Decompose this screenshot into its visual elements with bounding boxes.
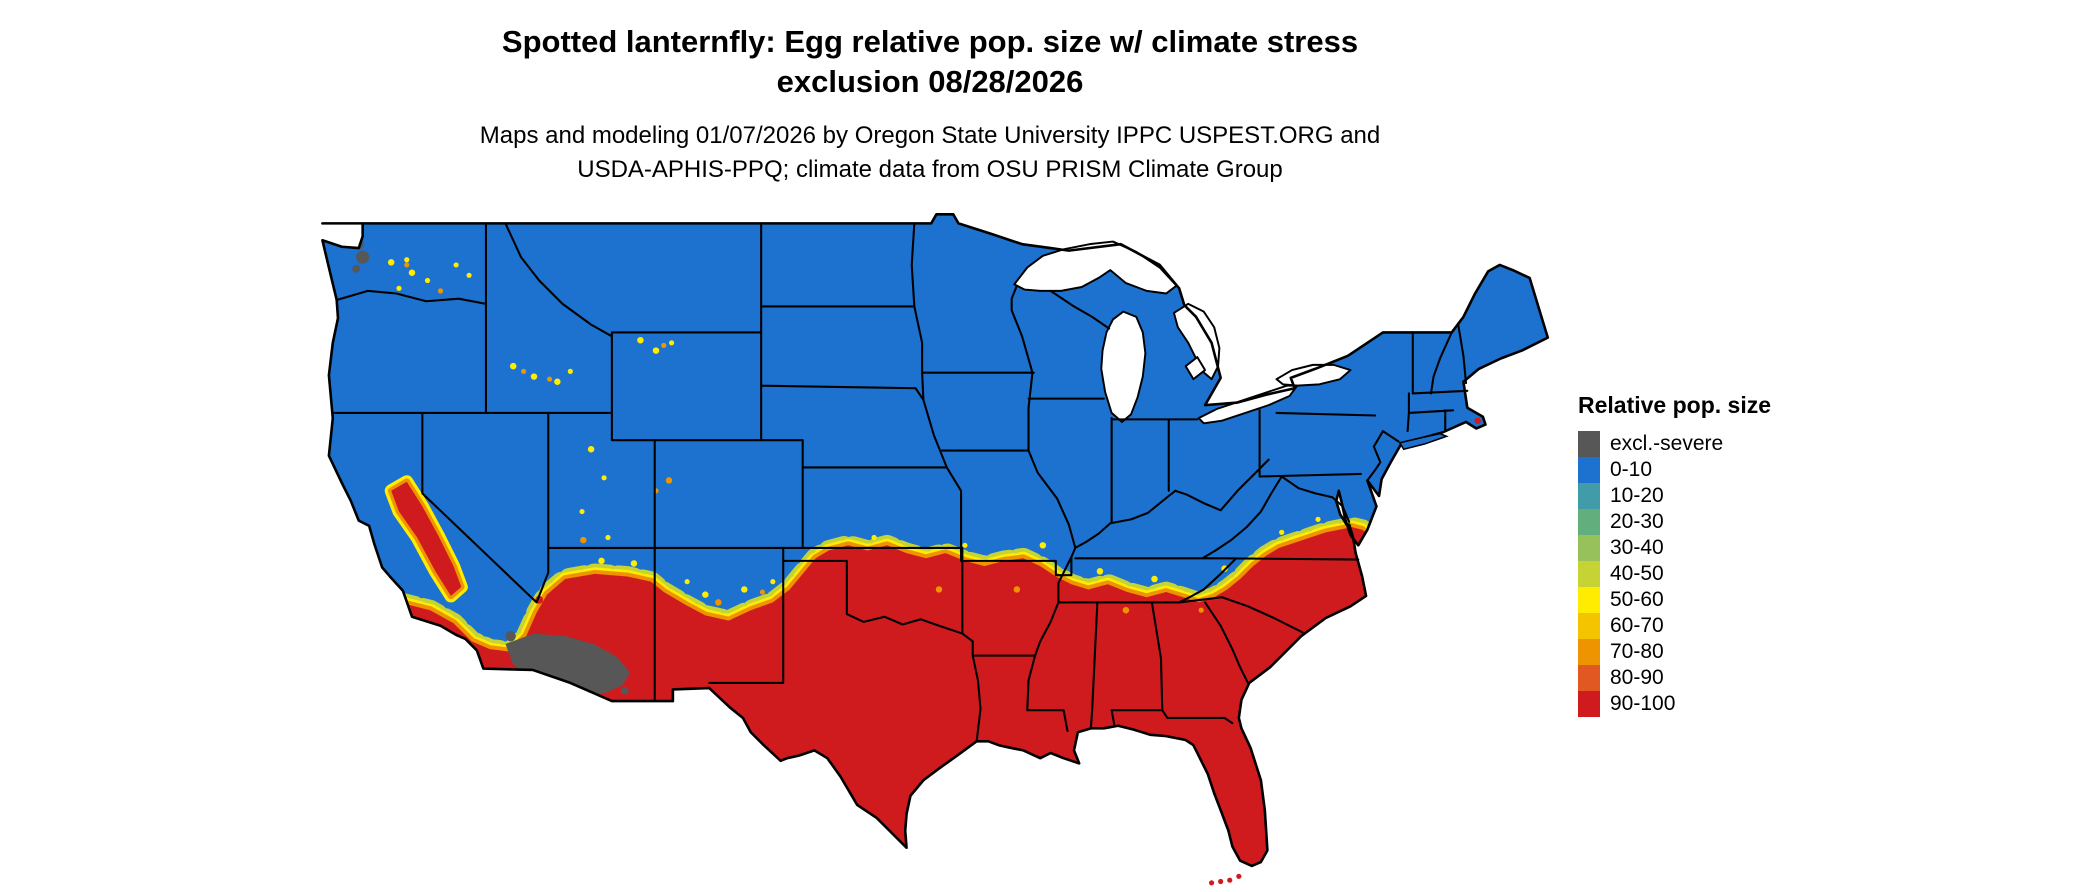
- legend-swatch: [1578, 587, 1600, 613]
- legend-item: 0-10: [1578, 457, 1771, 483]
- us-outline: [321, 213, 1550, 868]
- legend-item-label: excl.-severe: [1610, 432, 1724, 455]
- legend-item: 20-30: [1578, 509, 1771, 535]
- long-island: [1398, 432, 1449, 451]
- map-title-line2: exclusion 08/28/2026: [776, 63, 1084, 99]
- legend-item: excl.-severe: [1578, 431, 1771, 457]
- legend-swatch: [1578, 431, 1600, 457]
- legend-item-label: 0-10: [1610, 458, 1653, 481]
- legend-item-label: 50-60: [1610, 588, 1664, 611]
- legend-item: 90-100: [1578, 691, 1771, 717]
- legend-swatch: [1578, 561, 1600, 587]
- legend-swatch: [1578, 483, 1600, 509]
- legend-swatch: [1578, 691, 1600, 717]
- map-header: Spotted lanternfly: Egg relative pop. si…: [0, 22, 1860, 187]
- legend-swatch: [1578, 509, 1600, 535]
- us-risk-map: [305, 213, 1560, 888]
- legend-item-label: 90-100: [1610, 692, 1676, 715]
- legend-item: 50-60: [1578, 587, 1771, 613]
- lake-huron: [1172, 302, 1221, 381]
- legend-title: Relative pop. size: [1578, 392, 1772, 418]
- legend-item-label: 40-50: [1610, 562, 1664, 585]
- legend-item-label: 70-80: [1610, 640, 1664, 663]
- map-title-line1: Spotted lanternfly: Egg relative pop. si…: [501, 24, 1359, 59]
- legend-item: 30-40: [1578, 535, 1771, 561]
- saginaw-bay: [1184, 356, 1207, 381]
- us-landmass: [322, 214, 1548, 866]
- legend-item: 80-90: [1578, 665, 1771, 691]
- legend-swatch: [1578, 457, 1600, 483]
- legend-swatch: [1578, 535, 1600, 561]
- us-map-svg: [321, 213, 1550, 886]
- lake-michigan: [1100, 310, 1147, 423]
- lake-ontario: [1275, 363, 1352, 387]
- legend-item: 40-50: [1578, 561, 1771, 587]
- legend-item: 10-20: [1578, 483, 1771, 509]
- map-subtitle-line1: Maps and modeling 01/07/2026 by Oregon S…: [479, 122, 1381, 150]
- legend-item-label: 10-20: [1610, 484, 1664, 507]
- legend-item-label: 80-90: [1610, 666, 1664, 689]
- florida-keys: [1208, 873, 1242, 886]
- legend-item: 70-80: [1578, 639, 1771, 665]
- great-lakes: [1013, 240, 1352, 425]
- legend: Relative pop. size excl.-severe 0-10 10-…: [1578, 392, 1771, 717]
- legend-swatch: [1578, 639, 1600, 665]
- legend-item: 60-70: [1578, 613, 1771, 639]
- yellow-speckles: [387, 257, 1321, 598]
- legend-item-label: 20-30: [1610, 510, 1664, 533]
- legend-item-label: 60-70: [1610, 614, 1664, 637]
- legend-swatch: [1578, 665, 1600, 691]
- legend-swatch: [1578, 613, 1600, 639]
- map-subtitle-line2: USDA-APHIS-PPQ; climate data from OSU PR…: [577, 155, 1283, 183]
- map-subtitle: Maps and modeling 01/07/2026 by Oregon S…: [0, 119, 1860, 186]
- state-borders: [331, 222, 1469, 743]
- central-valley-red-streak: [384, 475, 468, 603]
- legend-item-label: 30-40: [1610, 536, 1664, 559]
